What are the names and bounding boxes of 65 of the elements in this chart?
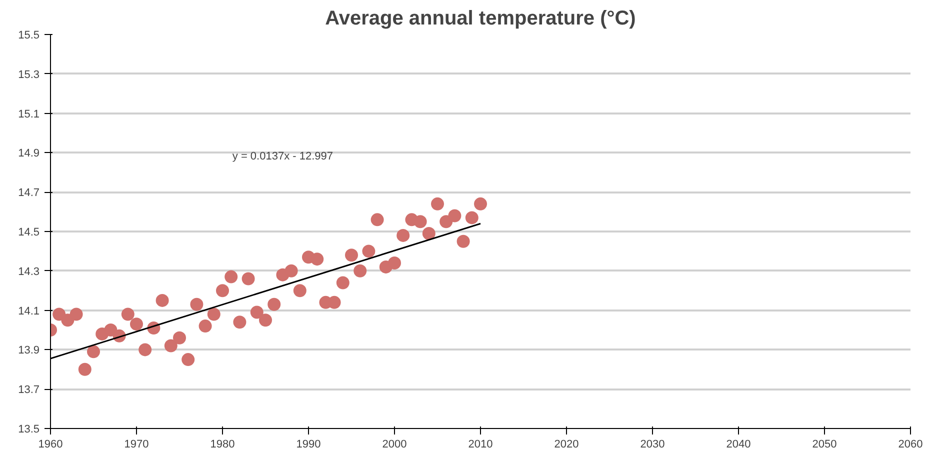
y-tick-label: 13.7 bbox=[18, 384, 40, 396]
point bbox=[156, 294, 169, 307]
point bbox=[336, 276, 350, 290]
chart-title: Average annual temperature (°C) bbox=[325, 8, 636, 30]
point bbox=[87, 345, 100, 358]
point bbox=[396, 228, 410, 242]
point bbox=[207, 308, 220, 321]
point bbox=[284, 264, 298, 278]
x-tick-label: 1970 bbox=[124, 438, 149, 450]
point bbox=[465, 211, 478, 224]
point bbox=[268, 298, 281, 311]
x-tick-label: 2050 bbox=[812, 438, 837, 450]
point bbox=[431, 197, 444, 210]
point bbox=[242, 272, 255, 286]
x-tick-label: 2020 bbox=[554, 438, 579, 450]
point bbox=[440, 215, 453, 228]
point bbox=[104, 324, 118, 336]
x-tick-label: 1960 bbox=[38, 438, 63, 450]
point bbox=[121, 308, 134, 321]
x-tick-label: 2000 bbox=[382, 438, 407, 450]
point bbox=[250, 306, 264, 319]
point bbox=[70, 308, 83, 321]
point bbox=[182, 353, 195, 366]
point bbox=[216, 284, 229, 298]
point bbox=[164, 339, 178, 352]
point bbox=[293, 284, 306, 298]
x-tick-label: 2030 bbox=[640, 438, 665, 450]
point bbox=[78, 362, 92, 376]
point bbox=[52, 308, 66, 321]
y-tick-label: 15.3 bbox=[18, 68, 40, 81]
point bbox=[388, 256, 401, 270]
point bbox=[310, 252, 324, 266]
annotation: y = 0.0137x - 12.997 bbox=[232, 150, 334, 163]
x-tick-label: 2040 bbox=[726, 438, 751, 450]
point bbox=[130, 318, 143, 331]
point bbox=[259, 314, 272, 327]
point bbox=[448, 209, 462, 222]
point bbox=[224, 270, 238, 284]
point bbox=[362, 244, 376, 258]
point bbox=[198, 320, 212, 333]
x-tick-label: 1990 bbox=[296, 438, 321, 450]
point bbox=[474, 197, 487, 210]
y-tick-label: 15.5 bbox=[18, 30, 40, 42]
y-tick-label: 13.9 bbox=[18, 344, 40, 357]
y-tick-label: 14.5 bbox=[18, 226, 40, 238]
point bbox=[138, 343, 152, 356]
point bbox=[354, 264, 367, 278]
point bbox=[456, 234, 470, 248]
point bbox=[414, 215, 427, 228]
point bbox=[370, 213, 384, 226]
point bbox=[190, 298, 204, 311]
point bbox=[422, 226, 436, 240]
x-tick-label: 2060 bbox=[898, 438, 923, 450]
y-tick-label: 14.3 bbox=[18, 266, 40, 278]
y-tick-label: 14.7 bbox=[18, 187, 40, 200]
point bbox=[345, 248, 358, 262]
x-tick-label: 1980 bbox=[210, 438, 235, 450]
x-tick-label: 2010 bbox=[468, 438, 493, 450]
y-tick-label: 13.5 bbox=[18, 424, 40, 436]
point bbox=[173, 331, 186, 344]
point bbox=[233, 316, 246, 329]
y-tick-label: 15.1 bbox=[18, 108, 40, 120]
y-tick-label: 14.1 bbox=[18, 305, 40, 318]
point bbox=[61, 314, 74, 327]
y-tick-label: 14.9 bbox=[18, 148, 40, 160]
